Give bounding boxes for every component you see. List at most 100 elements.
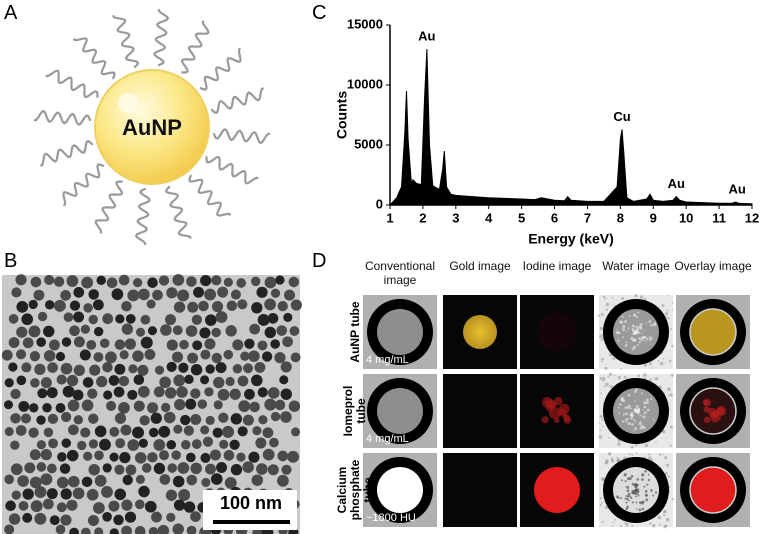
particle xyxy=(106,277,118,289)
particle xyxy=(264,276,277,289)
texture xyxy=(646,494,648,497)
particle xyxy=(139,415,150,426)
ligand xyxy=(62,163,105,207)
particle xyxy=(133,278,143,288)
texture xyxy=(625,501,628,504)
particle xyxy=(276,325,288,336)
particle xyxy=(248,451,260,463)
particle xyxy=(36,415,46,425)
particle xyxy=(111,288,124,301)
particle xyxy=(172,475,185,488)
texture xyxy=(640,332,643,335)
particle xyxy=(56,374,67,385)
texture xyxy=(669,393,673,397)
texture xyxy=(605,302,610,307)
particle xyxy=(37,311,48,322)
particle xyxy=(230,463,243,476)
particle xyxy=(4,524,15,534)
particle xyxy=(261,351,273,362)
particle xyxy=(264,398,277,411)
texture xyxy=(707,407,717,417)
particle xyxy=(15,425,27,436)
texture xyxy=(634,294,638,298)
particle xyxy=(290,299,302,311)
particle xyxy=(165,489,178,501)
particle xyxy=(69,527,79,534)
texture xyxy=(666,463,670,467)
particle xyxy=(4,378,14,388)
ligand xyxy=(134,187,151,246)
particle xyxy=(283,312,293,322)
texture xyxy=(638,341,641,344)
particle xyxy=(88,289,99,300)
scale-bar-label: 100 nm xyxy=(220,493,282,513)
texture xyxy=(630,417,633,420)
texture xyxy=(625,418,628,421)
texture xyxy=(646,408,650,412)
texture xyxy=(637,331,641,335)
particle xyxy=(16,301,29,313)
texture xyxy=(648,453,651,456)
particle xyxy=(137,385,150,398)
particle xyxy=(61,337,72,347)
texture xyxy=(632,430,635,432)
particle xyxy=(49,515,60,526)
particle xyxy=(184,374,194,384)
concentration-note: 4 mg/mL xyxy=(366,433,409,445)
texture xyxy=(632,329,636,333)
particle xyxy=(10,463,23,476)
texture xyxy=(600,312,604,316)
texture xyxy=(601,357,605,361)
tube-interior xyxy=(377,467,423,513)
texture xyxy=(630,497,633,500)
texture xyxy=(652,494,655,497)
texture xyxy=(664,471,668,476)
texture xyxy=(645,398,649,402)
texture xyxy=(618,496,621,499)
particle xyxy=(28,427,39,438)
particle xyxy=(252,426,262,436)
particle xyxy=(46,488,58,500)
particle xyxy=(57,452,67,462)
texture xyxy=(620,497,623,499)
particle xyxy=(99,338,110,349)
particle xyxy=(244,388,255,400)
texture xyxy=(609,372,613,376)
particle xyxy=(200,452,211,463)
particle xyxy=(248,350,260,362)
texture xyxy=(644,363,647,367)
particle xyxy=(249,323,261,335)
particle xyxy=(28,299,38,310)
texture xyxy=(664,456,668,460)
particle xyxy=(201,477,211,487)
particle xyxy=(173,499,186,511)
particle xyxy=(29,403,39,413)
texture xyxy=(631,327,635,331)
texture xyxy=(667,316,670,320)
particle xyxy=(251,276,261,287)
particle xyxy=(73,286,85,298)
particle xyxy=(147,402,159,414)
particle xyxy=(171,351,184,363)
texture xyxy=(663,524,667,529)
texture xyxy=(655,441,657,443)
particle xyxy=(151,511,162,523)
particle xyxy=(55,524,66,534)
particle xyxy=(225,325,237,337)
particle xyxy=(232,363,243,374)
texture xyxy=(654,491,658,494)
particle xyxy=(3,400,14,410)
particle xyxy=(257,387,268,398)
ligand xyxy=(199,47,242,91)
particle xyxy=(87,514,99,526)
particle xyxy=(15,349,27,360)
particle xyxy=(114,339,126,350)
particle xyxy=(190,511,201,522)
texture xyxy=(635,444,638,447)
particle xyxy=(183,501,196,513)
particle xyxy=(22,488,34,500)
particle xyxy=(242,414,254,426)
texture xyxy=(625,485,628,488)
particle xyxy=(30,378,40,388)
particle xyxy=(144,349,156,360)
